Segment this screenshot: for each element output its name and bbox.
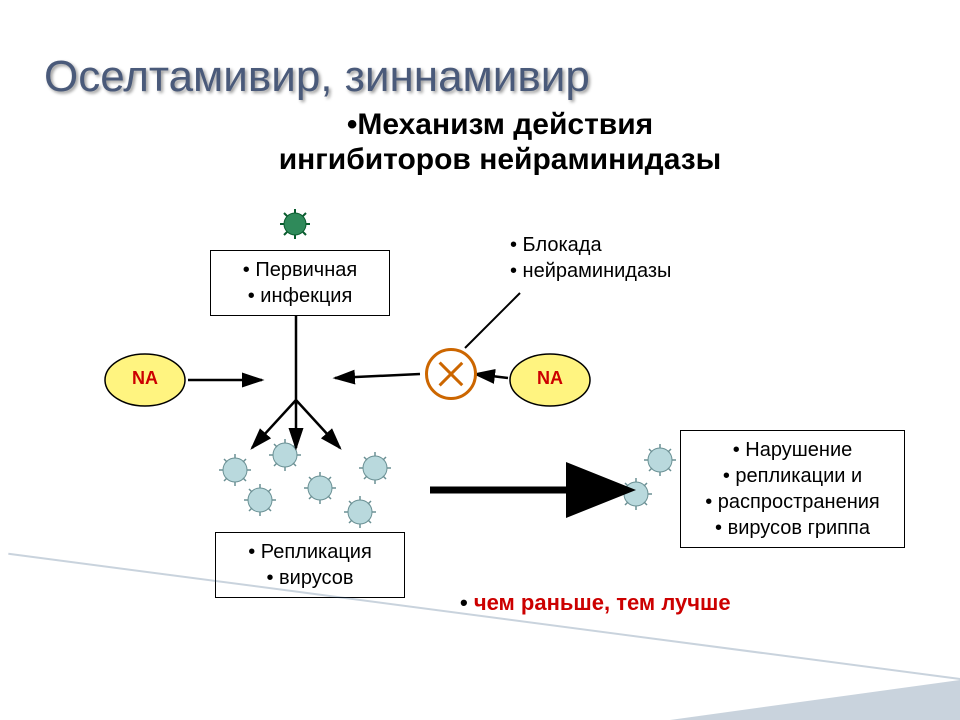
replication-line2: • вирусов — [226, 565, 394, 591]
na-right-arrow — [475, 374, 508, 378]
replication-line1: • Репликация — [226, 539, 394, 565]
subtitle-line1: •Механизм действия — [347, 108, 653, 141]
fan-3 — [296, 400, 340, 448]
disruption-line3: • распространения — [691, 489, 894, 515]
disruption-line4: • вирусов гриппа — [691, 515, 894, 541]
decorative-line — [8, 553, 960, 680]
primary-infection-box: • Первичная • инфекция — [210, 250, 390, 316]
primary-virus-icon — [280, 209, 310, 239]
virus-pair — [620, 444, 676, 510]
page-title: Оселтамивир, зиннамивир — [44, 52, 590, 102]
blockade-line1: • Блокада — [510, 232, 671, 258]
disruption-line1: • Нарушение — [691, 437, 894, 463]
bottom-note: • чем раньше, тем лучше — [460, 590, 731, 616]
cross-to-center-arrow — [335, 374, 420, 378]
blockade-label: • Блокада • нейраминидазы — [510, 232, 671, 284]
disruption-box: • Нарушение • репликации и • распростран… — [680, 430, 905, 548]
na-left-text: NA — [127, 368, 163, 389]
replication-box: • Репликация • вирусов — [215, 532, 405, 598]
decorative-corner — [670, 680, 960, 720]
bottom-note-text: чем раньше, тем лучше — [474, 590, 731, 615]
primary-line2: • инфекция — [221, 283, 379, 309]
subtitle-line2: ингибиторов нейраминидазы — [279, 143, 722, 176]
virus-cluster — [219, 439, 391, 528]
disruption-line2: • репликации и — [691, 463, 894, 489]
subtitle: •Механизм действия ингибиторов нейрамини… — [240, 108, 760, 177]
na-right-text: NA — [532, 368, 568, 389]
blockade-pointer — [465, 293, 520, 348]
fan-1 — [252, 400, 296, 448]
blockade-cross-icon — [425, 348, 477, 400]
primary-line1: • Первичная — [221, 257, 379, 283]
blockade-line2: • нейраминидазы — [510, 258, 671, 284]
bottom-note-bullet: • — [460, 590, 474, 615]
